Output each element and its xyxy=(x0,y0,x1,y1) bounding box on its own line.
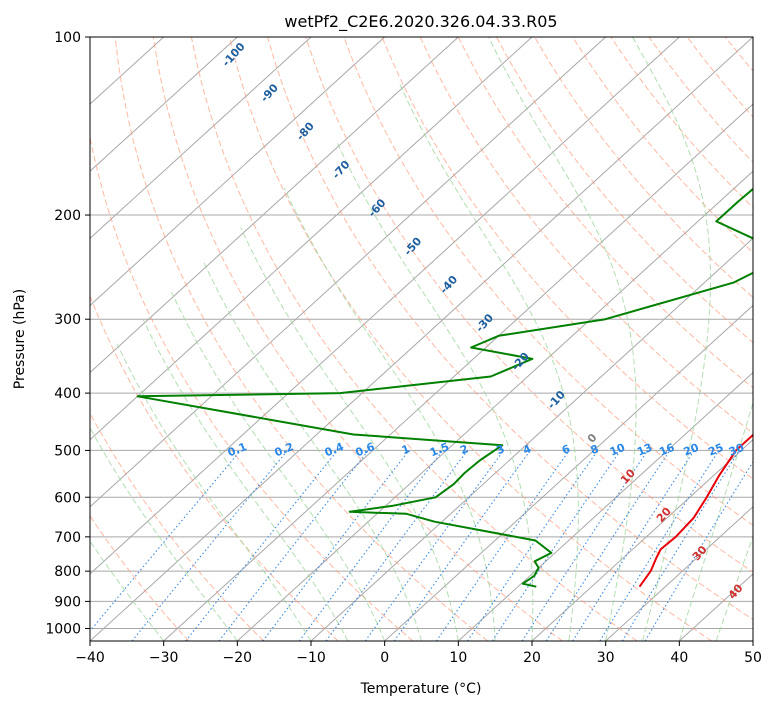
dry-adiabat xyxy=(90,514,190,641)
mixing-ratio-label: 2 xyxy=(458,442,470,457)
moist-adiabat xyxy=(90,540,165,641)
mixing-ratio-label: 10 xyxy=(608,441,627,459)
mixing-ratio-line xyxy=(435,450,570,641)
isotherm xyxy=(90,37,459,374)
mixing-ratio-label: 20 xyxy=(682,441,701,459)
mixing-ratio-line xyxy=(364,450,505,641)
isotherm xyxy=(90,37,680,575)
mixing-ratio-label: 13 xyxy=(635,441,654,459)
y-tick-label: 700 xyxy=(54,530,81,546)
series-layer xyxy=(136,187,753,588)
dry-adiabat xyxy=(90,294,339,641)
isotherm xyxy=(384,304,753,641)
x-tick-label: 50 xyxy=(744,650,762,666)
mixing-ratio-label: 16 xyxy=(657,441,676,459)
y-tick-label: 900 xyxy=(54,594,81,610)
moist-adiabat xyxy=(240,227,459,641)
isotherm xyxy=(90,37,238,172)
isotherm xyxy=(531,438,753,641)
isotherm xyxy=(163,103,753,641)
y-tick-label: 100 xyxy=(54,30,81,46)
isotherm xyxy=(605,506,753,641)
y-tick-label: 500 xyxy=(54,443,81,459)
moist-adiabat xyxy=(90,426,238,641)
x-tick-label: 20 xyxy=(523,650,541,666)
dry-adiabat xyxy=(190,37,638,641)
mixing-ratio-line xyxy=(262,450,410,641)
isotherm xyxy=(457,371,753,641)
moist-adiabat xyxy=(399,83,579,641)
y-tick-label: 600 xyxy=(54,490,81,506)
dry-adiabat xyxy=(152,37,563,641)
x-tick-label: −40 xyxy=(75,650,105,666)
y-tick-label: 300 xyxy=(54,312,81,328)
isotherm xyxy=(236,170,753,641)
dry-adiabat xyxy=(495,37,753,344)
mixing-ratio-line xyxy=(298,450,444,641)
dry-adiabat xyxy=(343,37,753,526)
moist-adiabat xyxy=(171,291,386,641)
mixing-ratio-label: 8 xyxy=(589,442,601,457)
dry-adiabat xyxy=(114,37,488,641)
mixing-ratio-line xyxy=(545,450,671,641)
x-tick-label: 40 xyxy=(670,650,688,666)
mixing-ratio-line xyxy=(131,450,289,641)
dry-adiabat xyxy=(457,37,753,389)
mixing-ratio-line xyxy=(325,450,468,641)
isotherm xyxy=(90,37,753,641)
dry-adiabat xyxy=(267,37,753,621)
plot-frame xyxy=(89,36,754,642)
x-tick-label: −20 xyxy=(223,650,253,666)
moist-adiabat xyxy=(336,140,534,641)
y-axis-label: Pressure (hPa) xyxy=(12,289,28,389)
mixing-ratio-label: 1 xyxy=(400,442,412,457)
mixing-ratio-line xyxy=(491,450,621,641)
mixing-ratio-label: 30 xyxy=(727,441,746,459)
background-lines xyxy=(90,37,753,641)
mixing-ratio-line xyxy=(521,450,649,641)
isotherm xyxy=(90,37,386,307)
mixing-ratio-label: 3 xyxy=(495,442,507,457)
y-tick-label: 200 xyxy=(54,208,81,224)
dry-adiabat xyxy=(90,134,414,641)
isotherm xyxy=(90,37,607,508)
chart-title: wetPf2_C2E6.2020.326.04.33.R05 xyxy=(284,12,557,32)
x-tick-label: −30 xyxy=(149,650,179,666)
mixing-ratio-line xyxy=(572,450,695,641)
mixing-ratio-line xyxy=(185,450,339,641)
temperature-line xyxy=(638,433,753,588)
moist-adiabat xyxy=(142,318,349,641)
moist-adiabat xyxy=(488,37,637,641)
isotherm xyxy=(90,37,533,441)
moist-adiabat xyxy=(678,401,753,641)
moist-adiabat xyxy=(203,261,422,641)
axes: −40 −30 −20 −10 0 10 20 30 40 50 100 200 300 400 500 60… xyxy=(45,30,762,666)
x-tick-label: −10 xyxy=(296,650,326,666)
dry-adiabat xyxy=(305,37,753,573)
y-tick-label: 1000 xyxy=(45,621,81,637)
y-tick-label: 800 xyxy=(54,564,81,580)
moist-adiabat xyxy=(116,343,312,641)
isotherm xyxy=(90,37,312,240)
x-tick-label: 30 xyxy=(597,650,615,666)
mixing-ratio-label: 25 xyxy=(706,441,725,459)
mixing-ratio-line xyxy=(393,450,531,641)
mixing-ratio-line xyxy=(90,450,242,632)
x-axis-label: Temperature (°C) xyxy=(360,681,482,697)
moist-adiabat xyxy=(283,187,496,641)
y-tick-label: 400 xyxy=(54,386,81,402)
mixing-ratio-line xyxy=(599,450,720,641)
mixing-ratio-line xyxy=(621,450,740,641)
dry-adiabat xyxy=(90,412,264,641)
dewpoint-line xyxy=(136,187,753,588)
isotherm xyxy=(310,237,753,641)
x-tick-label: 10 xyxy=(449,650,467,666)
mixing-ratio-line xyxy=(467,450,599,641)
x-tick-label: 0 xyxy=(380,650,389,666)
